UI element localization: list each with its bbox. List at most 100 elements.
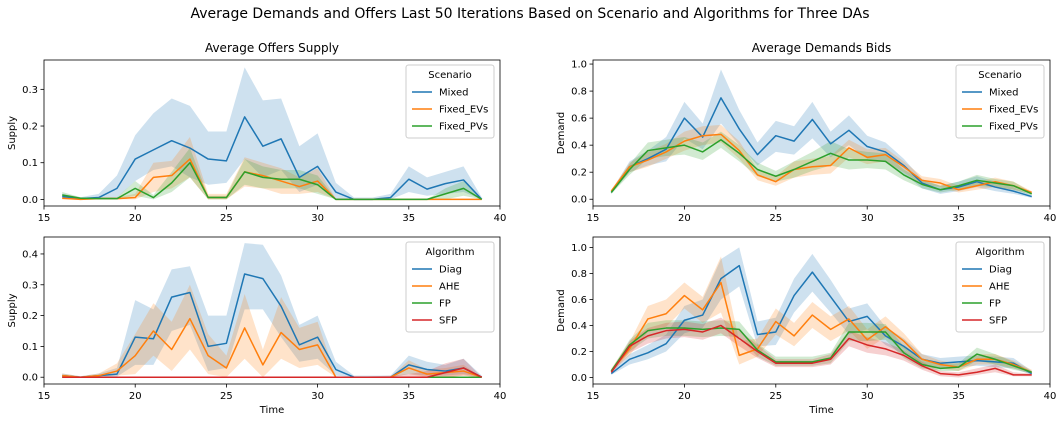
- legend: Algorithm Diag AHE FP SFP: [405, 241, 495, 333]
- subplot-title: Average Demands Bids: [752, 41, 891, 55]
- y-tick-label: 0.2: [22, 311, 38, 322]
- figure-suptitle: Average Demands and Offers Last 50 Itera…: [190, 6, 869, 22]
- series-line-fixed_evs: [610, 133, 1032, 194]
- x-tick-label: 35: [402, 213, 415, 224]
- x-tick-label: 40: [494, 391, 507, 402]
- series-line-fixed_pvs: [62, 161, 483, 201]
- x-tick-label: 20: [678, 391, 691, 402]
- series-line-diag: [610, 264, 1033, 375]
- confidence-band-sfp: [611, 317, 1032, 378]
- y-tick-label: 0.4: [22, 249, 38, 260]
- y-axis-label: Demand: [556, 112, 567, 154]
- axes-frame: [592, 236, 1051, 385]
- y-tick-label: 1.0: [571, 60, 587, 71]
- legend-box: [955, 64, 1045, 139]
- legend-entry: Fixed_EVs: [989, 105, 1038, 116]
- legend-title: Algorithm: [426, 247, 475, 258]
- legend-entry: Fixed_PVs: [439, 122, 488, 133]
- y-tick-label: 0.8: [571, 87, 587, 98]
- legend-entry: AHE: [439, 282, 460, 293]
- x-tick-label: 40: [1044, 391, 1057, 402]
- x-tick-label: 25: [220, 391, 233, 402]
- x-tick-label: 20: [129, 213, 142, 224]
- legend-entry: FP: [989, 299, 1001, 310]
- y-tick-label: 0.2: [571, 347, 587, 358]
- confidence-band-sfp: [62, 358, 482, 378]
- y-tick-label: 0.6: [571, 114, 587, 125]
- legend-box: [405, 64, 495, 139]
- x-tick-label: 25: [769, 213, 782, 224]
- y-tick-label: 0.1: [22, 158, 38, 169]
- legend-box: [405, 241, 495, 333]
- x-tick-label: 15: [587, 391, 600, 402]
- legend-title: Scenario: [978, 70, 1021, 81]
- y-tick-label: 0.0: [571, 373, 587, 384]
- series-line-sfp: [62, 367, 483, 378]
- x-tick-label: 15: [38, 391, 51, 402]
- plot-series: [62, 243, 483, 378]
- y-tick-label: 0.4: [571, 321, 587, 332]
- x-tick-label: 40: [494, 213, 507, 224]
- series-line-ahe: [62, 317, 482, 378]
- x-tick-label: 20: [678, 213, 691, 224]
- series-line-fixed_pvs: [610, 139, 1033, 195]
- legend: Scenario Mixed Fixed_EVs Fixed_PVs: [955, 64, 1045, 139]
- legend-entry: Diag: [989, 265, 1012, 276]
- y-tick-label: 1.0: [571, 243, 587, 254]
- series-line-mixed: [62, 116, 483, 201]
- x-tick-label: 30: [861, 391, 874, 402]
- legend: Algorithm Diag AHE FP SFP: [955, 241, 1045, 333]
- subplot-title: Average Offers Supply: [205, 41, 339, 55]
- confidence-band-ahe: [62, 284, 482, 378]
- legend-entry: FP: [439, 299, 451, 310]
- x-tick-label: 15: [38, 213, 51, 224]
- axes-frame: [592, 59, 1051, 207]
- series-line-diag: [62, 273, 483, 378]
- y-axis-label: Demand: [556, 289, 567, 331]
- y-axis-label: Supply: [7, 293, 18, 327]
- subplots: 15 20 25 30 35 40 0.0 0.1 0.2 0.3 Average Offers S…: [7, 41, 1056, 416]
- subplot-1: 15 20 25 30 35 40 0.0 0.2 0.4 0.6 0.8 1.0 Average De…: [556, 41, 1056, 224]
- y-tick-label: 0.2: [22, 122, 38, 133]
- subplot-2: 15 20 25 30 35 40 0.0 0.1 0.2 0.3 0.4 Time Supply Alg…: [7, 236, 507, 416]
- legend-entry: Fixed_EVs: [439, 105, 488, 116]
- y-tick-label: 0.2: [571, 168, 587, 179]
- confidence-band-diag: [62, 243, 482, 378]
- confidence-band-mixed: [611, 69, 1032, 198]
- legend-entry: Mixed: [989, 88, 1019, 99]
- confidence-band-fixed_pvs: [611, 131, 1032, 196]
- y-tick-label: 0.0: [571, 195, 587, 206]
- y-tick-label: 0.0: [22, 373, 38, 384]
- x-tick-label: 15: [587, 213, 600, 224]
- subplot-0: 15 20 25 30 35 40 0.0 0.1 0.2 0.3 Average Offers S…: [7, 41, 506, 224]
- confidence-band-mixed: [62, 67, 482, 200]
- x-tick-label: 35: [952, 391, 965, 402]
- y-tick-label: 0.8: [571, 269, 587, 280]
- confidence-band-fixed_evs: [62, 137, 482, 200]
- confidence-band-ahe: [611, 256, 1032, 374]
- series-line-fp: [610, 327, 1032, 373]
- series-line-mixed: [610, 97, 1032, 198]
- plot-series: [610, 69, 1033, 198]
- x-tick-label: 25: [220, 213, 233, 224]
- y-tick-label: 0.0: [22, 195, 38, 206]
- x-tick-label: 35: [952, 213, 965, 224]
- axes-frame: [43, 236, 501, 385]
- series-line-sfp: [610, 324, 1032, 376]
- x-axis-label: Time: [808, 405, 833, 416]
- plot-series: [62, 67, 483, 201]
- confidence-band-fp: [611, 320, 1032, 374]
- y-tick-label: 0.1: [22, 342, 38, 353]
- legend: Scenario Mixed Fixed_EVs Fixed_PVs: [405, 64, 495, 139]
- x-tick-label: 40: [1044, 213, 1057, 224]
- legend-entry: Fixed_PVs: [989, 122, 1038, 133]
- axes-frame: [43, 59, 501, 207]
- legend-title: Scenario: [428, 70, 471, 81]
- x-tick-label: 30: [311, 391, 324, 402]
- x-axis-label: Time: [259, 405, 284, 416]
- x-tick-label: 30: [311, 213, 324, 224]
- legend-entry: SFP: [989, 316, 1007, 327]
- legend-entry: Mixed: [439, 88, 469, 99]
- legend-entry: SFP: [439, 316, 457, 327]
